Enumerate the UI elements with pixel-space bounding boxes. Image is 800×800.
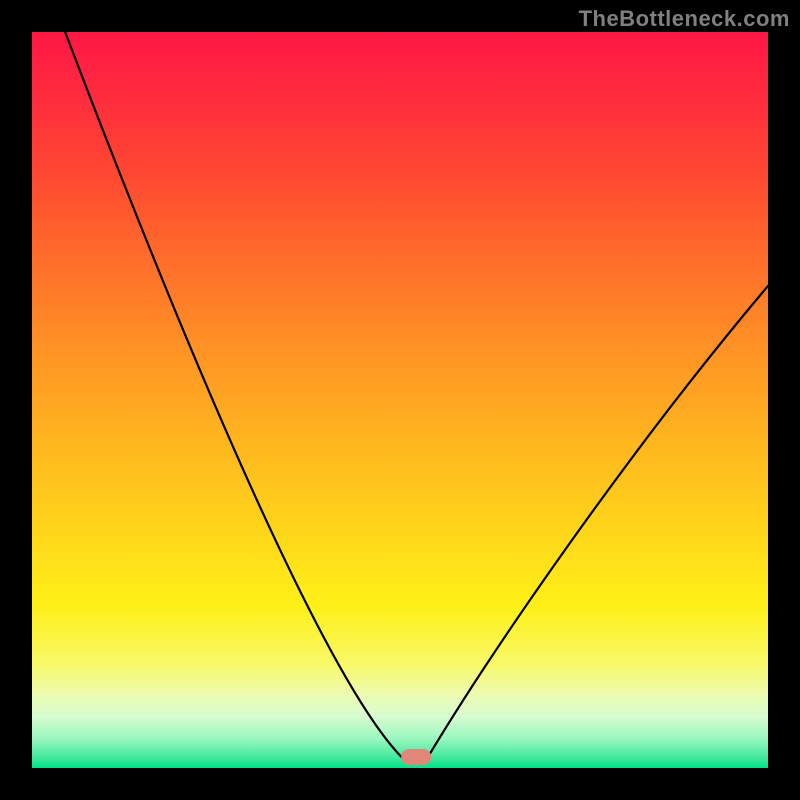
gradient-background — [32, 32, 768, 768]
chart-canvas: TheBottleneck.com — [0, 0, 800, 800]
optimal-point-marker — [401, 749, 431, 765]
watermark-text: TheBottleneck.com — [579, 6, 790, 32]
bottleneck-chart — [0, 0, 800, 800]
